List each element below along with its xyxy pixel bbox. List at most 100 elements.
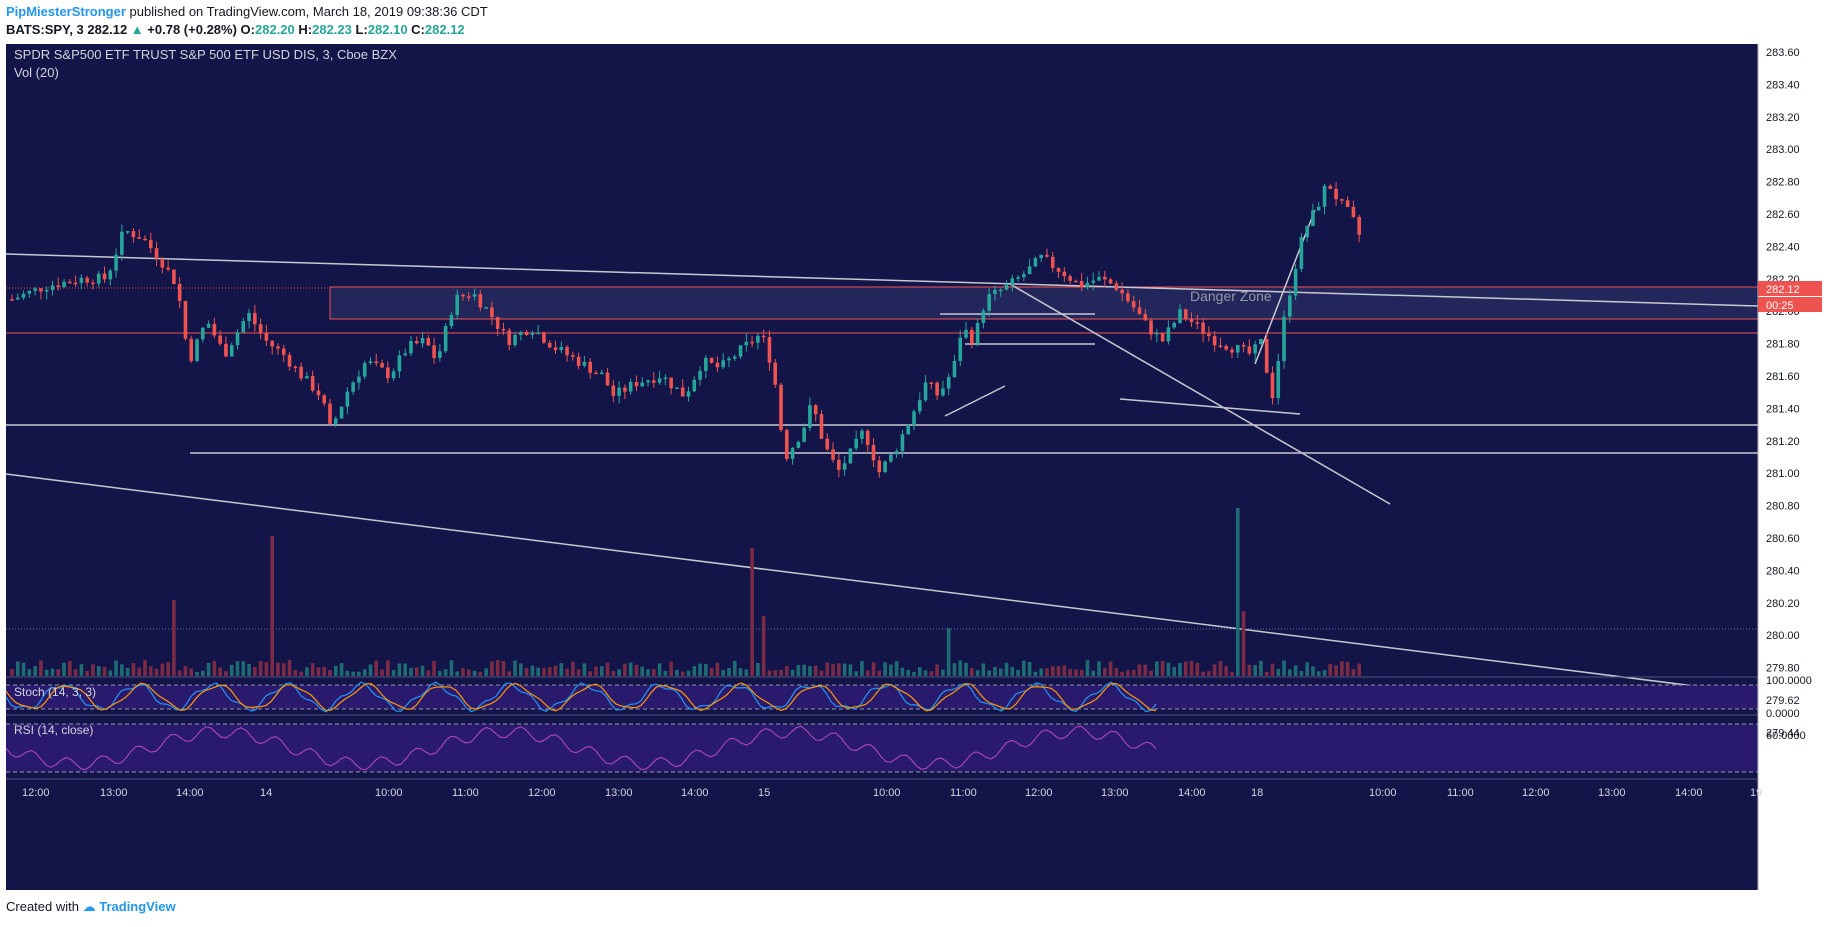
volume-bar — [686, 670, 691, 676]
volume-bar — [542, 668, 546, 676]
candle-body — [565, 347, 569, 356]
volume-bar — [333, 665, 338, 676]
candle-body — [698, 370, 702, 380]
volume-bar — [929, 671, 934, 676]
candle-body — [333, 418, 338, 424]
volume-bar — [1247, 664, 1252, 676]
volume-bar — [189, 668, 194, 676]
candle-body — [351, 382, 355, 392]
candle-body — [611, 385, 616, 396]
candle-body — [357, 376, 361, 383]
candle-body — [1091, 280, 1096, 283]
stoch-tick-label: 100.0000 — [1766, 675, 1812, 687]
candle-body — [1189, 319, 1194, 323]
candle-body — [1316, 206, 1321, 211]
volume-bar — [698, 663, 702, 676]
candle-body — [837, 459, 841, 470]
volume-bar — [1351, 669, 1356, 676]
price-axis — [1758, 44, 1828, 890]
volume-bar — [438, 670, 442, 676]
created-with-label: Created with — [6, 899, 79, 914]
tradingview-link[interactable]: TradingView — [99, 899, 176, 914]
volume-bar — [987, 670, 991, 676]
volume-bar — [1004, 662, 1009, 676]
candle-body — [206, 323, 211, 328]
candle-body — [1004, 284, 1009, 290]
candle-body — [808, 405, 812, 428]
volume-bar — [634, 664, 639, 676]
candle-body — [148, 239, 153, 249]
candle-body — [432, 345, 436, 358]
volume-bar — [865, 670, 870, 676]
candle-body — [877, 460, 882, 473]
volume-bar — [426, 670, 431, 676]
author-link[interactable]: PipMiesterStronger — [6, 4, 126, 19]
volume-bar — [825, 662, 830, 676]
volume-bar — [530, 665, 535, 676]
volume-bar — [374, 660, 379, 676]
candle-body — [981, 310, 986, 324]
volume-bar — [970, 667, 974, 676]
volume-bar — [813, 665, 818, 676]
volume-bar — [1033, 671, 1038, 676]
y-tick-label: 279.44 — [1766, 727, 1800, 739]
candle-body — [889, 454, 893, 462]
candle-body — [316, 390, 321, 396]
volume-bar — [524, 668, 529, 676]
volume-bar — [513, 660, 517, 676]
volume-bar — [623, 663, 627, 676]
candle-body — [686, 391, 691, 397]
volume-bar — [420, 665, 425, 676]
volume-bar — [1155, 661, 1159, 676]
candle-body — [941, 388, 945, 396]
candle-body — [536, 332, 540, 335]
candle-body — [547, 342, 552, 348]
candle-body — [305, 376, 309, 379]
candle-body — [50, 285, 55, 290]
volume-bar — [386, 660, 390, 676]
volume-bar — [305, 667, 309, 676]
volume-bar — [692, 666, 697, 676]
volume-bar — [1235, 508, 1240, 676]
y-tick-label: 279.62 — [1766, 695, 1800, 707]
candle-body — [854, 438, 858, 449]
candle-body — [102, 273, 107, 280]
symbol-label: BATS:SPY, 3 — [6, 22, 84, 37]
volume-bar — [33, 666, 37, 676]
candle-body — [195, 339, 199, 361]
volume-bar — [293, 669, 298, 676]
price-chart[interactable]: Stoch (14, 3, 3) RSI (14, close) 283.60 28… — [0, 44, 1828, 894]
volume-bar — [241, 661, 246, 676]
candle-body — [646, 380, 650, 383]
candle-body — [831, 449, 835, 460]
volume-bar — [108, 670, 113, 676]
x-tick-label: 19 — [1750, 787, 1762, 799]
candle-body — [10, 299, 14, 301]
candle-body — [403, 353, 407, 356]
volume-bar — [784, 666, 789, 676]
publish-info: published on TradingView.com, March 18, … — [129, 4, 488, 19]
candle-body — [1022, 274, 1026, 278]
volume-bar — [1183, 661, 1188, 676]
quote-line: BATS:SPY, 3 282.12 ▲ +0.78 (+0.28%) O:28… — [6, 22, 465, 37]
candle-body — [56, 285, 61, 288]
candle-body — [524, 331, 529, 335]
candle-body — [1340, 199, 1344, 201]
volume-bar — [842, 663, 847, 676]
volume-bar — [1259, 660, 1263, 676]
volume-bar — [62, 662, 66, 676]
candle-body — [1357, 216, 1362, 235]
x-tick-label: 13:00 — [605, 787, 633, 799]
volume-bar — [721, 669, 725, 676]
candle-body — [276, 346, 280, 349]
candle-body — [1293, 268, 1298, 296]
footer: Created with ☁ TradingView — [6, 899, 176, 915]
candle-body — [987, 294, 991, 311]
volume-bar — [750, 548, 754, 676]
low-value: 282.10 — [367, 22, 408, 37]
volume-bar — [351, 671, 355, 676]
volume-bar — [860, 660, 864, 676]
candle-body — [652, 380, 656, 383]
rsi-label: RSI (14, close) — [14, 723, 93, 737]
volume-bar — [1195, 662, 1200, 676]
